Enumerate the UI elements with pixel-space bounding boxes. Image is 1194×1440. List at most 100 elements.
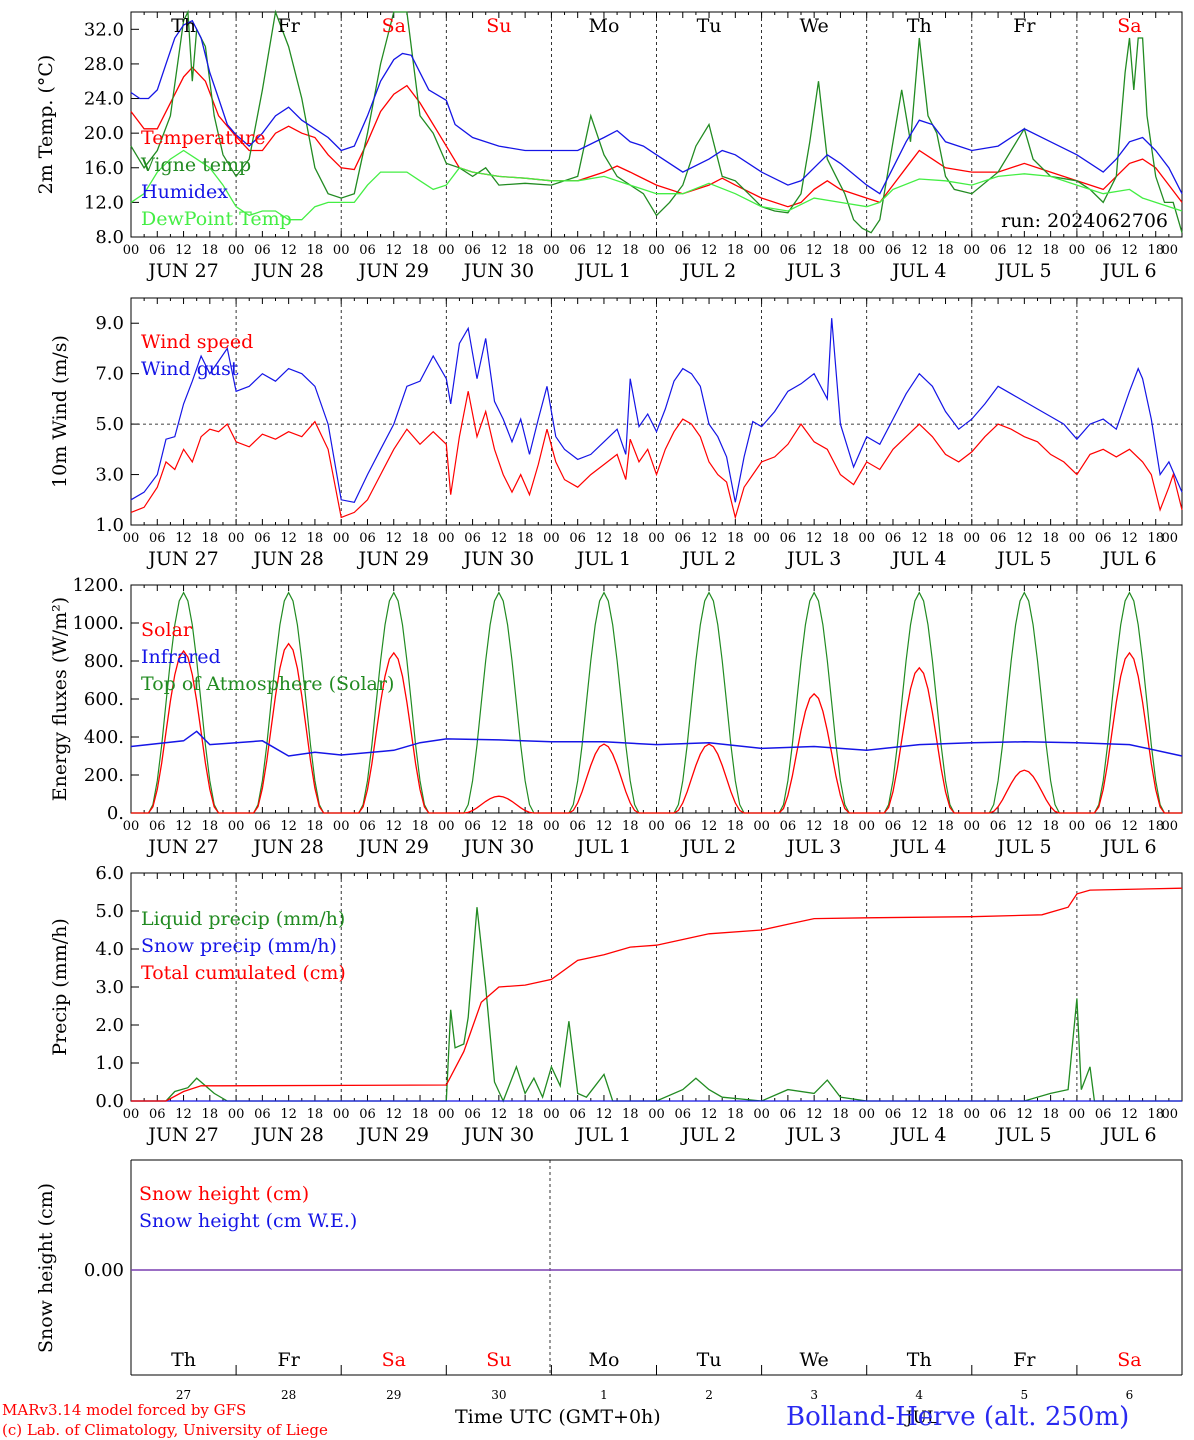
hour-tick-label: 00 [858, 819, 875, 834]
hour-tick-label: 12 [911, 819, 928, 834]
legend-entry: DewPoint Temp [141, 208, 292, 230]
hour-tick-label: 18 [1147, 531, 1164, 546]
y-tick-label: 7.0 [95, 364, 124, 385]
series-line [131, 642, 1182, 814]
hour-tick-label: 18 [202, 531, 219, 546]
day-number-label: 27 [176, 1388, 191, 1402]
hour-tick-label: 12 [491, 819, 508, 834]
hour-tick-label: 06 [359, 1107, 376, 1122]
y-tick-label: 600. [84, 689, 124, 710]
hour-tick-label: 00 [1161, 819, 1178, 834]
series-line [130, 730, 1183, 757]
hour-tick-label: 00 [753, 531, 770, 546]
day-name-label: Fr [278, 15, 301, 37]
hour-tick-label: 12 [280, 531, 297, 546]
hour-tick-label: 06 [464, 243, 481, 258]
hour-tick-label: 00 [648, 243, 665, 258]
date-label: JUN 30 [462, 836, 534, 858]
day-name-label: We [800, 15, 829, 37]
day-number-label: 5 [1021, 1388, 1029, 1402]
hour-tick-label: 00 [543, 819, 560, 834]
y-tick-label: 9.0 [95, 313, 124, 334]
day-name-label: Th [907, 1349, 932, 1371]
hour-tick-label: 00 [333, 1107, 350, 1122]
day-name-label: Mo [588, 15, 619, 37]
date-label: JUL 2 [680, 1124, 736, 1146]
y-tick-label: 0.0 [95, 1091, 124, 1112]
hour-tick-label: 00 [438, 531, 455, 546]
date-label: JUN 29 [357, 260, 429, 282]
date-label: JUL 6 [1100, 260, 1156, 282]
legend-entry: Snow height (cm) [139, 1183, 309, 1205]
date-label: JUL 3 [785, 548, 841, 570]
date-label: JUL 4 [890, 1124, 946, 1146]
hour-tick-label: 06 [1095, 243, 1112, 258]
hour-tick-label: 06 [254, 243, 271, 258]
date-label: JUN 27 [146, 836, 218, 858]
hour-tick-label: 06 [149, 531, 166, 546]
day-name-label: We [800, 1349, 829, 1371]
date-label: JUL 1 [575, 260, 631, 282]
date-label: JUL 5 [995, 836, 1051, 858]
day-name-label: Sa [1117, 1349, 1141, 1371]
hour-tick-label: 00 [964, 531, 981, 546]
lab-credit: (c) Lab. of Climatology, University of L… [2, 1421, 328, 1439]
series-line [130, 19, 1183, 195]
hour-tick-label: 00 [543, 531, 560, 546]
hour-tick-label: 12 [280, 819, 297, 834]
hour-tick-label: 06 [464, 1107, 481, 1122]
legend-entry: Total cumulated (cm) [141, 962, 346, 984]
hour-tick-label: 00 [964, 243, 981, 258]
hour-tick-label: 12 [701, 531, 718, 546]
hour-tick-label: 12 [280, 243, 297, 258]
day-name-label: Sa [1117, 15, 1141, 37]
hour-tick-label: 06 [359, 531, 376, 546]
legend-entry: Humidex [141, 181, 228, 203]
hour-tick-label: 12 [1121, 1107, 1138, 1122]
hour-tick-label: 12 [385, 819, 402, 834]
date-label: JUL 4 [890, 260, 946, 282]
hour-tick-label: 18 [307, 819, 324, 834]
hour-tick-label: 06 [569, 243, 586, 258]
hour-tick-label: 18 [937, 243, 954, 258]
series-line [130, 149, 1183, 221]
hour-tick-label: 12 [175, 243, 192, 258]
hour-tick-label: 18 [937, 1107, 954, 1122]
hour-tick-label: 18 [1042, 819, 1059, 834]
hour-tick-label: 12 [175, 819, 192, 834]
hour-tick-label: 00 [438, 1107, 455, 1122]
hour-tick-label: 18 [832, 243, 849, 258]
hour-tick-label: 12 [1016, 531, 1033, 546]
hour-tick-label: 12 [911, 1107, 928, 1122]
hour-tick-label: 00 [228, 1107, 245, 1122]
hour-tick-label: 12 [1121, 531, 1138, 546]
hour-tick-label: 00 [858, 243, 875, 258]
y-tick-label: 5.0 [95, 414, 124, 435]
hour-tick-label: 12 [1121, 819, 1138, 834]
hour-tick-label: 06 [149, 243, 166, 258]
hour-tick-label: 06 [990, 243, 1007, 258]
hour-tick-label: 00 [753, 243, 770, 258]
hour-tick-label: 12 [1016, 1107, 1033, 1122]
y-tick-label: 28.0 [84, 54, 124, 75]
date-label: JUN 28 [251, 1124, 323, 1146]
series-line [130, 318, 1183, 503]
date-label: JUL 6 [1100, 548, 1156, 570]
y-tick-label: 1200. [72, 575, 124, 596]
legend-entry: Wind speed [141, 331, 253, 353]
y-tick-label: 0. [107, 803, 124, 824]
hour-tick-label: 12 [385, 1107, 402, 1122]
hour-tick-label: 18 [1042, 1107, 1059, 1122]
hour-tick-label: 12 [701, 1107, 718, 1122]
y-tick-label: 32.0 [84, 19, 124, 40]
y-tick-label: 1.0 [95, 515, 124, 536]
hour-tick-label: 12 [596, 819, 613, 834]
month-label: JUL [904, 1408, 938, 1428]
legend-entry: Vigne temp [140, 154, 251, 176]
legend-entry: Wind gust [141, 358, 239, 380]
hour-tick-label: 06 [149, 819, 166, 834]
hour-tick-label: 18 [832, 531, 849, 546]
hour-tick-label: 18 [1042, 243, 1059, 258]
day-name-label: Su [486, 1349, 511, 1371]
day-number-label: 29 [386, 1388, 401, 1402]
